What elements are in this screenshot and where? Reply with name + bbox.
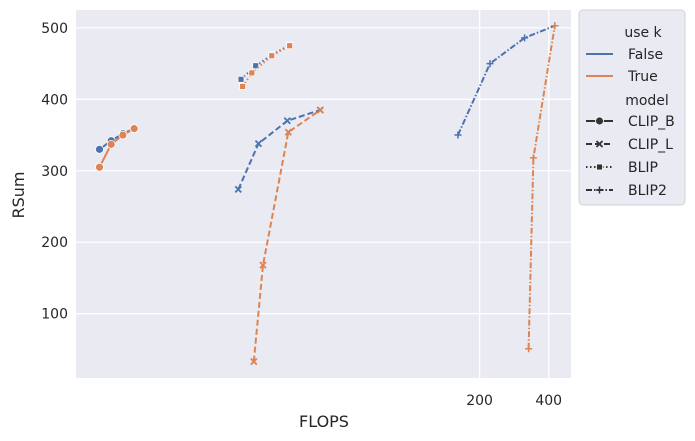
y-tick-label: 400 — [41, 92, 68, 108]
legend-hue-title: use k — [624, 25, 662, 41]
x-tick-label: 400 — [535, 393, 562, 409]
data-point — [254, 139, 263, 148]
series-line — [98, 127, 135, 168]
legend-box — [578, 9, 686, 206]
data-point — [521, 34, 529, 42]
y-tick-label: 300 — [41, 164, 68, 180]
series-clip-b-usek-true — [95, 124, 139, 172]
data-point — [283, 117, 291, 125]
series-blip2-usek-true — [525, 22, 559, 353]
y-tick-label: 500 — [41, 21, 68, 37]
data-point — [239, 83, 247, 90]
data-point — [237, 75, 245, 83]
data-point — [252, 62, 260, 70]
legend-style-marker — [596, 163, 603, 171]
legend-style-marker — [595, 116, 604, 126]
data-point — [268, 52, 276, 60]
grid — [76, 10, 571, 378]
series-line — [237, 109, 321, 190]
data-point — [95, 162, 104, 172]
series-line — [527, 25, 556, 349]
legend-style-marker — [596, 186, 603, 194]
data-point — [118, 130, 128, 140]
y-tick-label: 100 — [41, 307, 68, 323]
legend-style-marker — [595, 140, 604, 148]
data-point — [486, 60, 494, 68]
plot-background — [76, 10, 571, 378]
legend-style-label: BLIP — [628, 160, 658, 176]
data-point — [129, 124, 139, 134]
data-point — [316, 106, 324, 114]
y-axis-label: RSum — [9, 172, 28, 219]
data-point — [259, 261, 267, 269]
data-point — [106, 139, 116, 149]
series-layer — [95, 22, 559, 366]
data-point — [234, 185, 242, 193]
x-tick-labels: 200 400 — [466, 393, 562, 409]
data-point — [454, 131, 462, 139]
legend-hue-label: False — [628, 47, 663, 63]
data-point — [286, 42, 294, 50]
series-line — [457, 24, 556, 136]
y-tick-labels: 100 200 300 400 500 — [41, 21, 68, 323]
data-point — [525, 345, 533, 353]
legend-style-label: CLIP_L — [628, 137, 673, 153]
data-point — [551, 22, 559, 30]
legend-hue-label: True — [627, 69, 658, 85]
y-tick-label: 200 — [41, 235, 68, 251]
legend-style-label: BLIP2 — [628, 183, 667, 199]
data-point — [529, 154, 537, 162]
legend-style-label: CLIP_B — [628, 114, 675, 130]
series-clip-l-usek-true — [250, 106, 324, 366]
x-axis-label: FLOPS — [299, 412, 349, 431]
data-point — [248, 69, 256, 77]
series-line — [241, 44, 291, 88]
data-point — [250, 357, 258, 366]
legend: use k model False True CLIP_B CLIP_L BLIP BLI… — [578, 9, 686, 206]
series-line — [252, 109, 321, 362]
data-point — [95, 144, 104, 154]
data-point — [284, 128, 292, 136]
series-blip-usek-true — [239, 42, 294, 90]
x-tick-label: 200 — [466, 393, 493, 409]
legend-style-title: model — [625, 93, 669, 109]
